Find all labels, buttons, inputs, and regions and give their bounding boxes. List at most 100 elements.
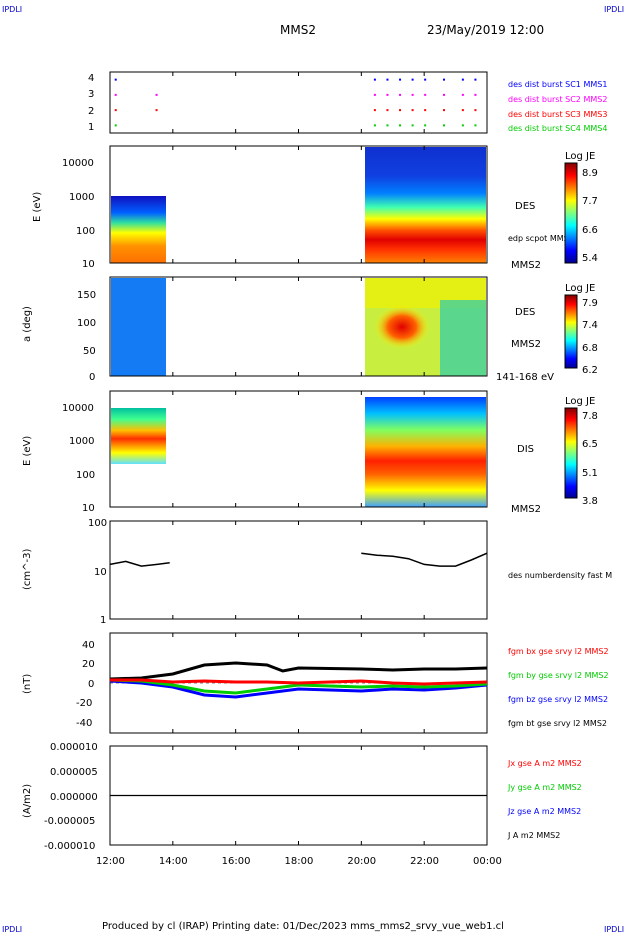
colorbar-tick: 5.1: [582, 468, 598, 479]
legend-item: Jx gse A m2 MMS2: [507, 759, 582, 768]
dis-energy-block-2: [365, 397, 486, 507]
burst-mark: [114, 109, 117, 112]
tick-label: 20: [82, 659, 95, 670]
tick-label: 150: [77, 290, 96, 301]
colorbar-tick: 6.5: [582, 439, 598, 450]
logo-left: IPDLI: [2, 5, 22, 14]
tick-label: -20: [76, 698, 92, 709]
x-tick-label: 22:00: [410, 856, 439, 867]
tick-label: -0.000005: [44, 816, 95, 827]
burst-mark: [386, 78, 389, 81]
panel-label: DES: [515, 307, 535, 318]
colorbar-tick: 8.9: [582, 168, 598, 179]
burst-mark: [386, 109, 389, 112]
tick-label: 0: [88, 679, 94, 690]
colorbar-tick: 5.4: [582, 253, 598, 264]
burst-mark: [373, 124, 376, 127]
tick-label: 1000: [69, 436, 94, 447]
colorbar-tick: 7.4: [582, 320, 598, 331]
burst-mark: [461, 124, 464, 127]
tick-label: 10000: [62, 158, 94, 169]
legend-item: fgm by gse srvy l2 MMS2: [508, 671, 609, 680]
tick-label: 1: [100, 615, 106, 626]
tick-label: 50: [83, 346, 96, 357]
legend-item: des dist burst SC4 MMS4: [508, 124, 607, 133]
y-axis-label: E (eV): [32, 192, 43, 222]
bfield-line: [110, 678, 488, 686]
burst-mark: [443, 78, 446, 81]
tick-label: 0.000000: [50, 792, 98, 803]
tick-label: 40: [82, 640, 95, 651]
colorbar-tick: 7.8: [582, 411, 598, 422]
burst-mark: [373, 78, 376, 81]
burst-mark: [386, 93, 389, 96]
tick-label: 10: [94, 567, 107, 578]
panel-label: DES: [515, 201, 535, 212]
burst-mark: [114, 78, 117, 81]
x-tick-label: 20:00: [347, 856, 376, 867]
legend-item: des dist burst SC2 MMS2: [508, 95, 607, 104]
x-tick-label: 16:00: [222, 856, 251, 867]
y-axis-label: (nT): [22, 674, 33, 694]
tick-label: 3: [88, 89, 94, 100]
tick-label: 100: [76, 226, 95, 237]
tick-label: 1000: [69, 192, 94, 203]
panel-label: 141-168 eV: [496, 372, 554, 383]
burst-mark: [424, 78, 427, 81]
burst-mark: [474, 78, 477, 81]
legend-item: fgm bt gse srvy l2 MMS2: [508, 719, 607, 728]
panel-current: (A/m2) 0.000010 0.000005 0.000000 -0.000…: [22, 742, 582, 852]
burst-mark: [155, 109, 158, 112]
x-tick-label: 18:00: [285, 856, 314, 867]
density-line: [109, 560, 170, 567]
bfield-line: [109, 661, 488, 681]
y-axis-label: (A/m2): [22, 784, 33, 818]
tick-label: 100: [77, 318, 96, 329]
colorbar-title: Log JE: [565, 151, 595, 162]
panel-label: DIS: [517, 444, 534, 455]
tick-label: 2: [88, 106, 94, 117]
legend-item: Jz gse A m2 MMS2: [507, 807, 581, 816]
x-tick-label: 14:00: [159, 856, 188, 867]
burst-mark: [461, 109, 464, 112]
panel-dis-energy: E (eV) 10000 1000 100 10 DIS MMS2 Log JE…: [22, 390, 598, 515]
colorbar-tick: 6.8: [582, 343, 598, 354]
colorbar-tick: 6.6: [582, 225, 598, 236]
legend-item: fgm bz gse srvy l2 MMS2: [508, 695, 608, 704]
des-energy-block-2: [365, 147, 486, 263]
density-line: [361, 552, 488, 567]
legend-item: J A m2 MMS2: [507, 831, 560, 840]
burst-mark: [399, 93, 402, 96]
burst-mark: [474, 124, 477, 127]
burst-mark: [411, 78, 414, 81]
burst-mark: [461, 93, 464, 96]
burst-mark: [443, 93, 446, 96]
y-axis-label: (cm^-3): [22, 549, 33, 590]
burst-mark: [399, 78, 402, 81]
dis-energy-block-1: [111, 408, 166, 464]
x-tick-label: 12:00: [96, 856, 125, 867]
burst-mark: [411, 109, 414, 112]
legend-item: des dist burst SC1 MMS1: [508, 80, 607, 89]
panel-density: (cm^-3) 100 10 1 des numberdensity fast …: [22, 518, 612, 626]
burst-mark: [411, 124, 414, 127]
colorbar: [564, 294, 578, 369]
panel-bfield: (nT) 40 20 0 -20 -40 fgm bx gse srvy l2 …: [22, 632, 609, 734]
y-axis-label: a (deg): [22, 306, 33, 342]
tick-label: 100: [88, 518, 107, 529]
burst-mark: [474, 109, 477, 112]
colorbar-title: Log JE: [565, 396, 595, 407]
tick-label: 0: [89, 372, 95, 383]
x-tick-label: 00:00: [473, 856, 502, 867]
tick-label: 10: [82, 503, 95, 514]
legend-item: fgm bx gse srvy l2 MMS2: [508, 647, 609, 656]
bfield-line: [109, 679, 488, 699]
panel-des-pitch: a (deg) 150 100 50 0 DES MMS2 141-168 eV…: [22, 276, 598, 383]
burst-mark: [399, 124, 402, 127]
panel-label: edp scpot MMS2: [508, 234, 574, 243]
des-energy-block-1: [111, 196, 166, 263]
bfield-line: [109, 678, 488, 695]
plot-title: MMS2: [280, 23, 316, 37]
burst-mark: [424, 124, 427, 127]
